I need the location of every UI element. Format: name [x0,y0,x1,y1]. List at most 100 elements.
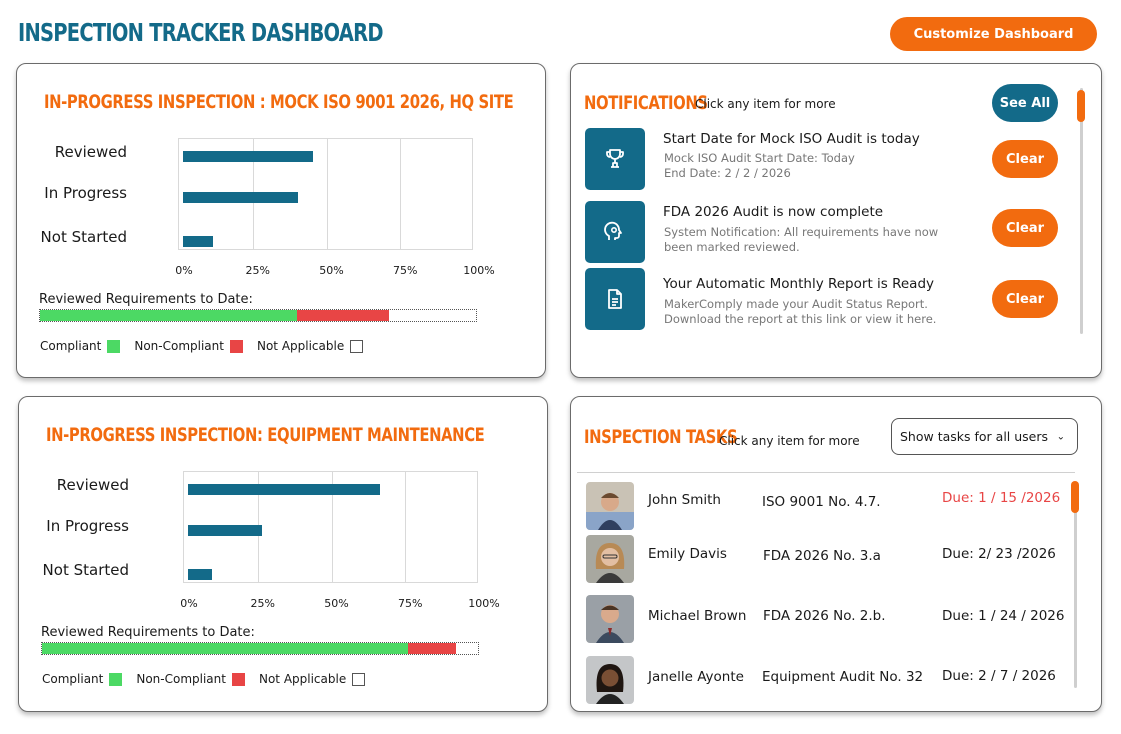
legend-label: Compliant [40,339,102,353]
compliant-segment [42,643,409,654]
legend-label: Non-Compliant [136,672,226,686]
avatar [586,595,634,643]
tasks-divider [577,472,1075,473]
task-name[interactable]: FDA 2026 No. 3.a [763,548,881,564]
see-all-button[interactable]: See All [992,84,1058,122]
task-name[interactable]: ISO 9001 No. 4.7. [762,494,881,510]
notification-title[interactable]: FDA 2026 Audit is now complete [663,204,884,220]
notification-body: System Notification: All requirements ha… [664,225,939,254]
chart-plot-area [178,138,473,250]
notifications-hint: Click any item for more [695,97,836,111]
chart-legend: Compliant Non-Compliant Not Applicable [42,672,366,686]
task-due-date: Due: 1 / 15 /2026 [942,490,1061,506]
chart-bar[interactable] [188,525,262,536]
non-compliant-segment [297,310,389,321]
notifications-title: NOTIFICATIONS [584,92,708,114]
non-compliant-swatch [231,672,245,686]
avatar [586,535,634,583]
notification-body: MakerComply made your Audit Status Repor… [664,297,937,326]
inspection-card-title: IN-PROGRESS INSPECTION: EQUIPMENT MAINTE… [46,424,485,446]
tasks-scrollbar-thumb[interactable] [1071,481,1079,513]
non-compliant-swatch [229,339,243,353]
chart-gridline [326,139,328,249]
inspection-card-title: IN-PROGRESS INSPECTION : MOCK ISO 9001 2… [44,91,514,113]
task-assignee[interactable]: John Smith [648,492,721,508]
chart-category-label: Not Started [40,228,127,246]
avatar [586,656,634,704]
chart-bar[interactable] [188,484,380,495]
chart-tick-label: 25% [245,264,270,277]
chart-category-label: In Progress [46,517,129,535]
chart-tick-label: 50% [324,597,349,610]
not-applicable-segment [388,310,476,321]
chart-bar[interactable] [183,236,213,247]
chart-gridline [405,472,407,582]
not-applicable-swatch [350,339,364,353]
not-applicable-segment [456,643,478,654]
chart-tick-label: 100% [468,597,500,610]
avatar [586,482,634,530]
trophy-icon [585,128,645,190]
not-applicable-swatch [352,672,366,686]
chart-bar[interactable] [183,192,299,203]
tasks-hint: Click any item for more [719,434,860,448]
chart-legend: Compliant Non-Compliant Not Applicable [40,339,364,353]
chart-tick-label: 50% [319,264,344,277]
reviewed-requirements-label: Reviewed Requirements to Date: [41,625,255,640]
chart-gridline [400,139,402,249]
chevron-down-icon: ⌄ [1056,431,1065,442]
legend-label: Compliant [42,672,104,686]
customize-dashboard-button[interactable]: Customize Dashboard [890,17,1097,51]
task-name[interactable]: Equipment Audit No. 32 [762,669,924,685]
user-filter-select[interactable]: Show tasks for all users ⌄ [891,418,1078,455]
compliant-swatch [109,672,123,686]
task-due-date: Due: 2 / 7 / 2026 [942,668,1056,684]
chart-plot-area [183,471,478,583]
notifications-scrollbar-track[interactable] [1080,88,1083,334]
chart-category-label: In Progress [44,184,127,202]
user-filter-value: Show tasks for all users [900,429,1049,444]
chart-category-label: Reviewed [54,143,127,161]
chart-bar[interactable] [183,151,313,162]
chart-gridline [331,472,333,582]
chart-tick-label: 75% [398,597,423,610]
tasks-scrollbar-track[interactable] [1074,482,1077,688]
task-assignee[interactable]: Michael Brown [648,608,747,624]
chart-tick-label: 100% [463,264,495,277]
task-assignee[interactable]: Emily Davis [648,546,727,562]
notification-title[interactable]: Start Date for Mock ISO Audit is today [663,131,920,147]
legend-label: Not Applicable [256,339,345,353]
compliant-swatch [107,339,121,353]
chart-bar[interactable] [188,569,212,580]
notification-title[interactable]: Your Automatic Monthly Report is Ready [663,276,935,292]
chart-tick-label: 0% [175,264,193,277]
reviewed-requirements-label: Reviewed Requirements to Date: [39,292,253,307]
notifications-card: NOTIFICATIONS Click any item for more Se… [570,63,1102,378]
notifications-scrollbar-thumb[interactable] [1077,90,1085,122]
chart-category-label: Reviewed [56,476,129,494]
legend-label: Not Applicable [258,672,347,686]
clear-notification-button[interactable]: Clear [992,280,1058,318]
document-icon [585,268,645,330]
inspection-card-equipment[interactable]: IN-PROGRESS INSPECTION: EQUIPMENT MAINTE… [18,396,548,712]
compliant-segment [40,310,298,321]
inspection-tasks-card: INSPECTION TASKS Click any item for more… [570,396,1102,712]
clear-notification-button[interactable]: Clear [992,140,1058,178]
chart-tick-label: 25% [250,597,275,610]
tasks-title: INSPECTION TASKS [584,426,738,448]
page-title: INSPECTION TRACKER DASHBOARD [18,18,384,47]
requirements-stacked-bar[interactable] [39,309,477,322]
non-compliant-segment [408,643,457,654]
chart-tick-label: 75% [393,264,418,277]
notification-body: Mock ISO Audit Start Date: Today End Dat… [664,151,855,180]
inspection-card-iso[interactable]: IN-PROGRESS INSPECTION : MOCK ISO 9001 2… [16,63,546,378]
chart-category-label: Not Started [42,561,129,579]
legend-label: Non-Compliant [134,339,224,353]
task-due-date: Due: 1 / 24 / 2026 [942,608,1065,624]
task-due-date: Due: 2/ 23 /2026 [942,546,1056,562]
task-name[interactable]: FDA 2026 No. 2.b. [763,608,886,624]
requirements-stacked-bar[interactable] [41,642,479,655]
clear-notification-button[interactable]: Clear [992,209,1058,247]
chart-tick-label: 0% [180,597,198,610]
task-assignee[interactable]: Janelle Ayonte [648,669,744,685]
